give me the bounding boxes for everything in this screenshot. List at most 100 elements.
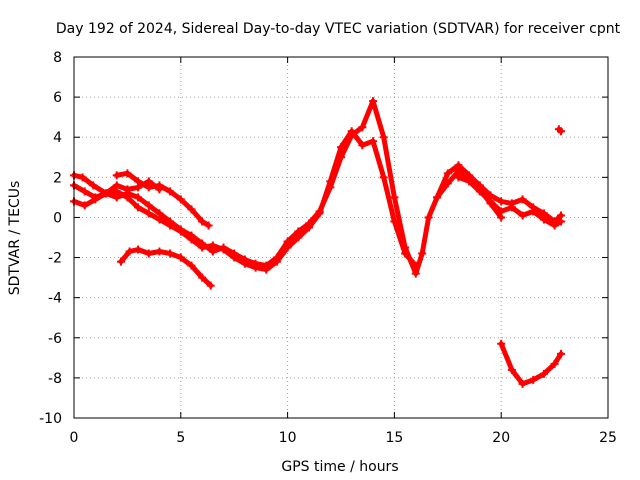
series-track-h (497, 339, 566, 388)
x-tick-label: 20 (492, 430, 510, 446)
data-point (204, 221, 213, 230)
data-point (272, 257, 281, 266)
x-tick-label: 25 (599, 430, 617, 446)
data-point (134, 245, 143, 254)
data-point (443, 169, 452, 178)
data-point (155, 247, 164, 256)
series-track-b (70, 127, 420, 274)
y-tick-label: -8 (48, 371, 62, 387)
x-tick-label: 15 (385, 430, 403, 446)
data-point (187, 205, 196, 214)
data-point (507, 203, 516, 212)
data-point (144, 209, 153, 218)
data-point (315, 209, 324, 218)
y-tick-label: 6 (53, 90, 62, 106)
data-point (123, 193, 132, 202)
series-track-i (554, 125, 566, 136)
data-point (557, 349, 566, 358)
y-tick-label: 0 (53, 210, 62, 226)
data-point (240, 259, 249, 268)
series-track-g (454, 173, 566, 230)
data-point (550, 359, 559, 368)
data-point (262, 265, 271, 274)
data-point (112, 171, 121, 180)
data-point (89, 181, 98, 190)
data-point (80, 187, 89, 196)
data-point (78, 173, 87, 182)
data-point (176, 227, 185, 236)
y-axis-label: SDTVAR / TECUs (7, 181, 23, 296)
data-point (144, 183, 153, 192)
series-layer (70, 97, 566, 388)
y-tick-label: 2 (53, 170, 62, 186)
y-tick-label: 8 (53, 50, 62, 66)
x-tick-label: 0 (70, 430, 79, 446)
data-point (358, 123, 367, 132)
chart-title: Day 192 of 2024, Sidereal Day-to-day VTE… (56, 21, 621, 37)
series-trace (114, 170, 212, 228)
data-point (206, 281, 215, 290)
y-tick-layer: -10 -8 -6 -4 -2 0 2 4 6 8 (39, 50, 608, 427)
data-point (326, 177, 335, 186)
data-point (497, 339, 506, 348)
series-trace (71, 128, 419, 273)
data-point (176, 253, 185, 262)
data-point (550, 221, 559, 230)
data-point (208, 241, 217, 250)
data-point (401, 249, 410, 258)
data-point (557, 127, 566, 136)
data-point (144, 249, 153, 258)
data-point (486, 197, 495, 206)
data-point (230, 253, 239, 262)
data-point (294, 233, 303, 242)
data-point (369, 137, 378, 146)
data-point (539, 215, 548, 224)
data-point (91, 195, 100, 204)
data-point (557, 217, 566, 226)
data-point (102, 189, 111, 198)
series-track-f (433, 161, 566, 226)
data-point (433, 193, 442, 202)
data-point (134, 177, 143, 186)
data-point (198, 273, 207, 282)
data-point (112, 181, 121, 190)
data-point (518, 379, 527, 388)
y-tick-label: -10 (39, 411, 62, 427)
data-point (411, 261, 420, 270)
data-point (166, 249, 175, 258)
data-point (424, 213, 433, 222)
data-point (155, 215, 164, 224)
data-point (390, 217, 399, 226)
data-point (529, 375, 538, 384)
data-point (497, 207, 506, 216)
data-point (497, 197, 506, 206)
data-point (80, 201, 89, 210)
data-point (198, 243, 207, 252)
data-point (123, 185, 132, 194)
data-point (134, 203, 143, 212)
data-point (379, 133, 388, 142)
x-tick-label: 5 (176, 430, 185, 446)
series-trace (71, 98, 504, 277)
data-point (518, 211, 527, 220)
data-point (369, 97, 378, 106)
data-point (251, 263, 260, 272)
data-point (347, 127, 356, 136)
data-point (123, 169, 132, 178)
data-point (166, 187, 175, 196)
data-point (454, 161, 463, 170)
data-point (454, 173, 463, 182)
data-point (529, 207, 538, 216)
data-point (116, 257, 125, 266)
data-point (539, 369, 548, 378)
data-point (219, 245, 228, 254)
data-point (134, 193, 143, 202)
data-point (176, 195, 185, 204)
grid-layer (74, 57, 608, 418)
data-point (379, 173, 388, 182)
data-point (144, 201, 153, 210)
data-point (390, 193, 399, 202)
y-tick-label: 4 (53, 130, 62, 146)
data-point (518, 195, 527, 204)
